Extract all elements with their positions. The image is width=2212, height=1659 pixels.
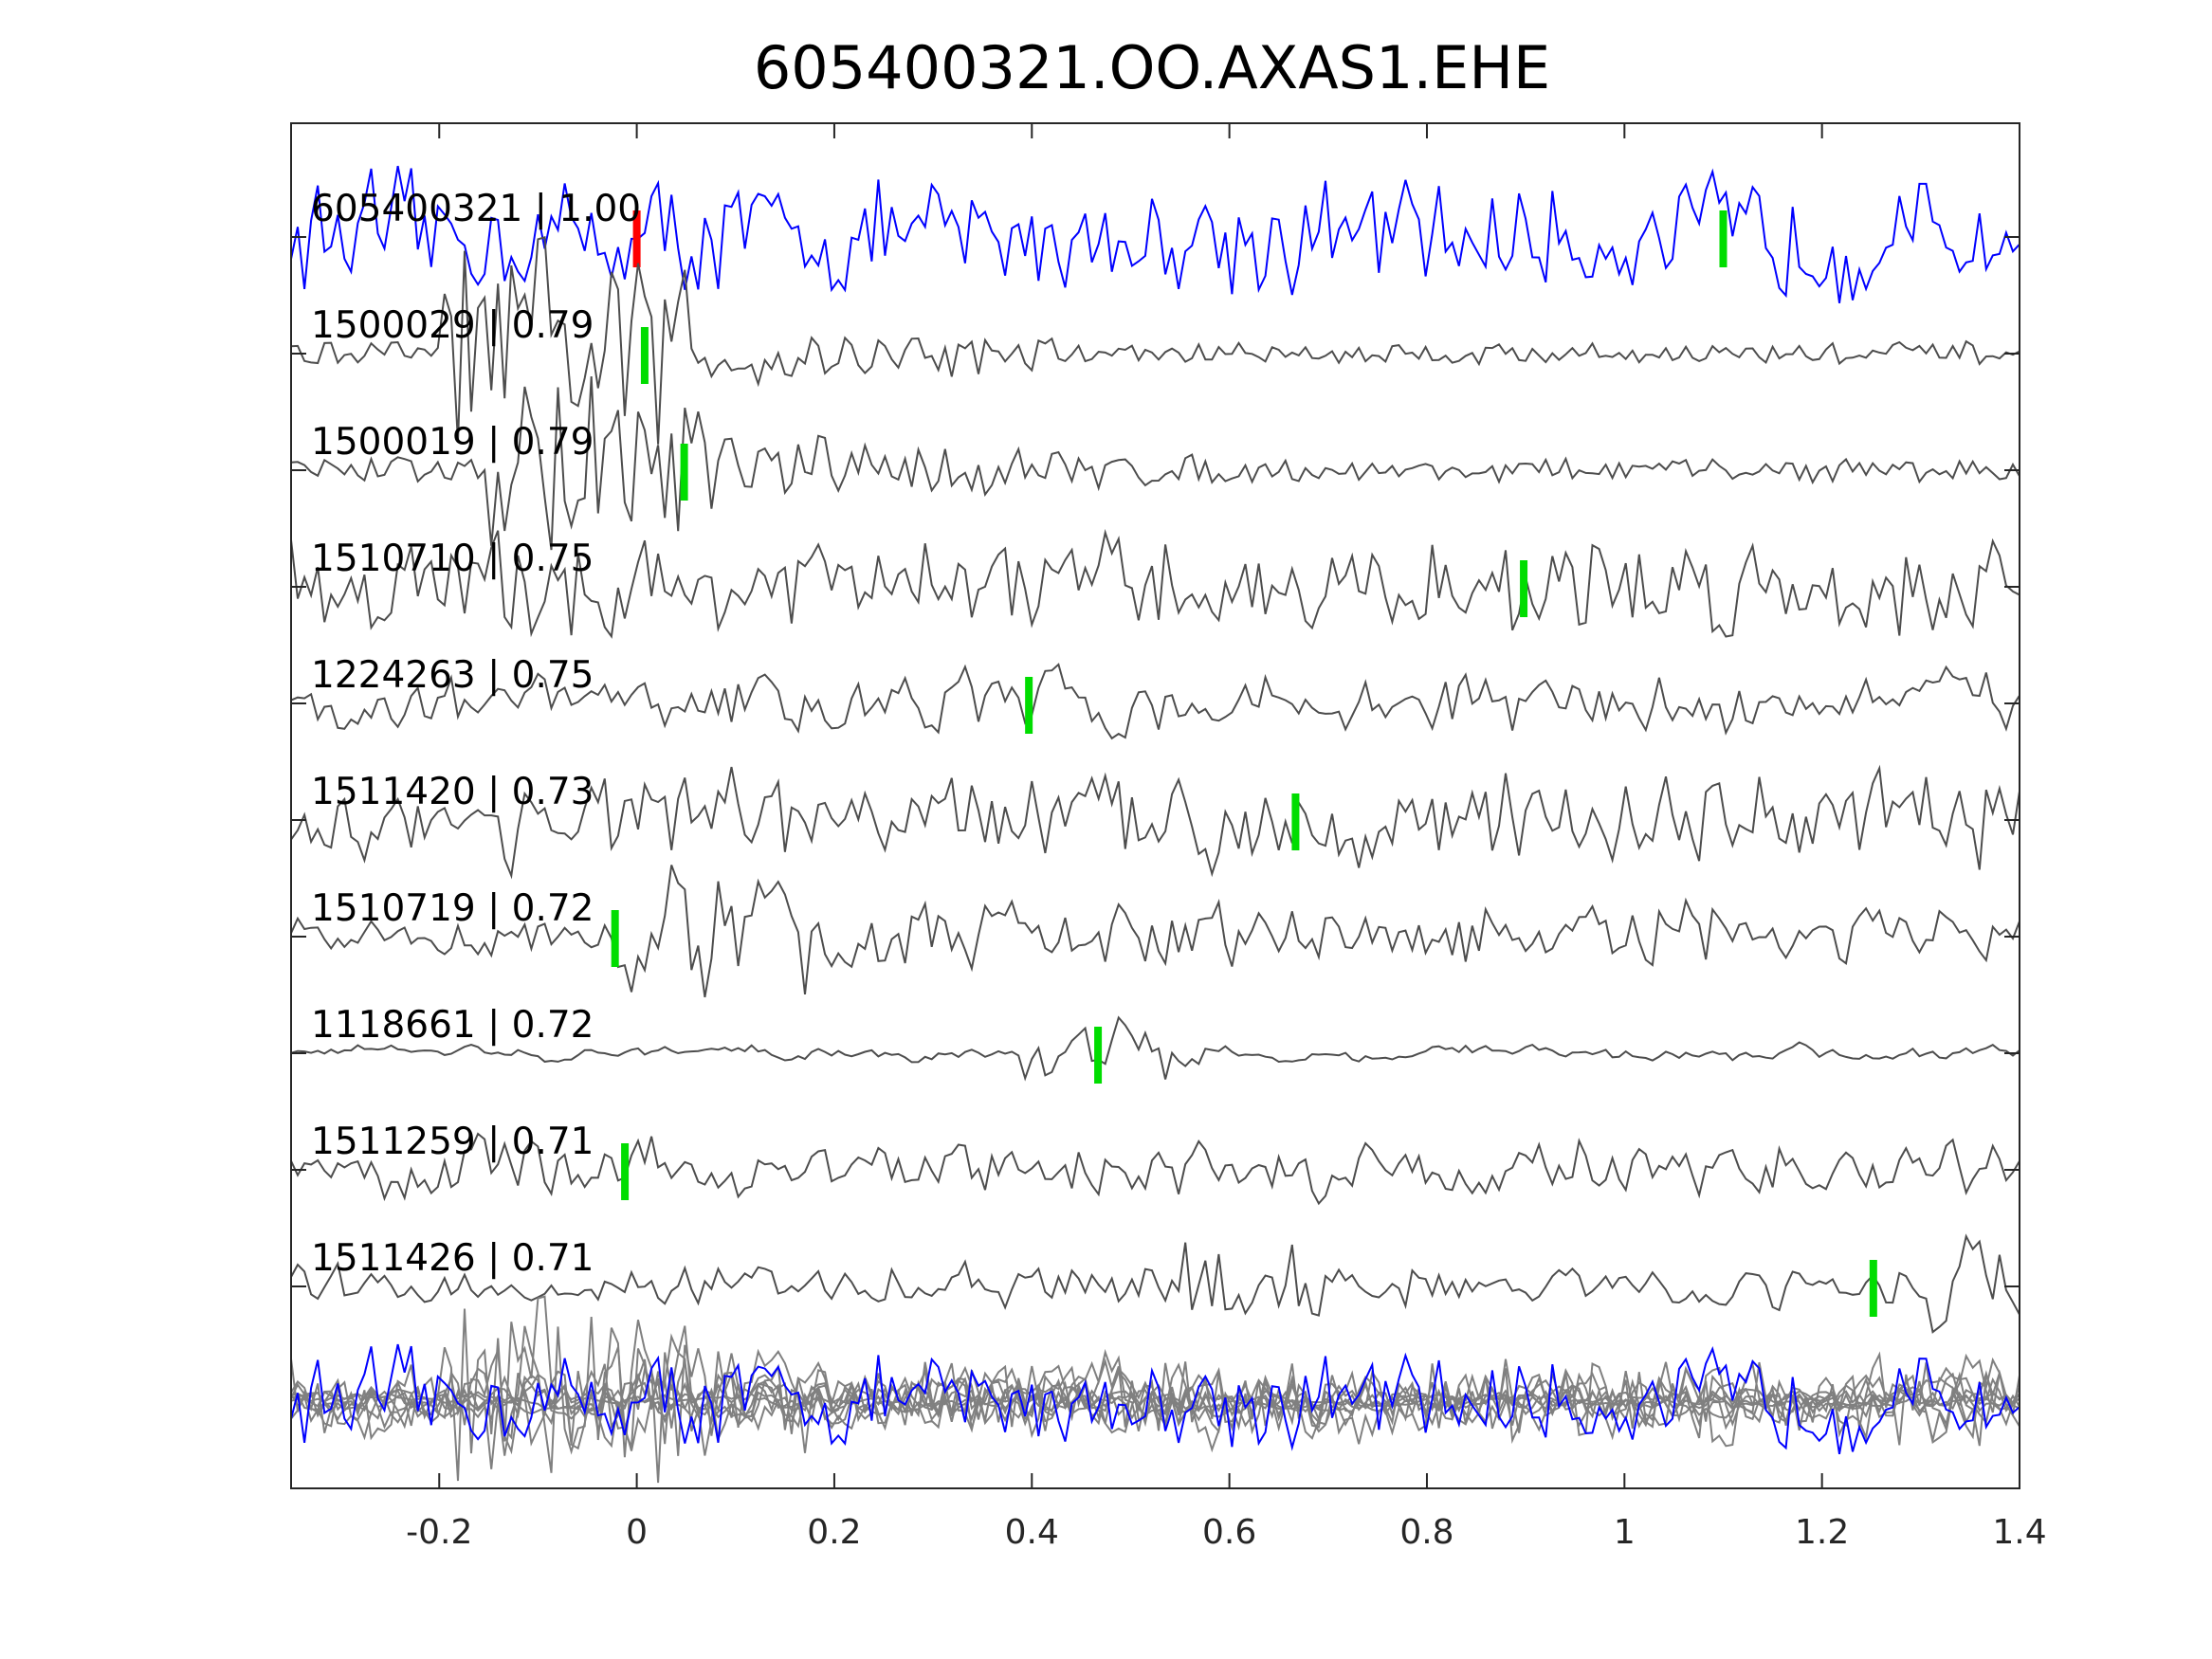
x-tick-label: 1 — [1614, 1513, 1636, 1552]
pick-marker — [1025, 677, 1033, 734]
trace-label: 1511420 | 0.73 — [311, 771, 594, 813]
traces-group — [290, 165, 2020, 1484]
pick-marker — [640, 327, 649, 384]
x-axis: -0.2 0 0.2 0.4 0.6 0.8 1 1.2 1.4 — [291, 123, 2047, 1552]
trace-label: 1511426 | 0.71 — [311, 1237, 594, 1280]
pick-marker — [1291, 793, 1300, 850]
trace-line — [290, 165, 2020, 303]
pick-marker — [632, 210, 641, 267]
pick-marker — [1869, 1260, 1877, 1317]
x-tick-label: -0.2 — [406, 1513, 472, 1552]
pick-marker — [621, 1143, 630, 1200]
trace-line — [290, 764, 2020, 880]
pick-marker — [1719, 210, 1728, 267]
trace-line — [290, 663, 2020, 740]
trace-label: 1118661 | 0.72 — [311, 1004, 594, 1047]
x-tick-label: 0.2 — [807, 1513, 861, 1552]
trace-line — [290, 528, 2020, 639]
trace-labels-group: 605400321 | 1.00 1500029 | 0.79 1500019 | … — [311, 188, 641, 1280]
stack-trace-line — [290, 1367, 2020, 1429]
x-tick-label: 1.2 — [1795, 1513, 1849, 1552]
pick-marker — [1094, 1027, 1103, 1084]
stack-template-line — [290, 1343, 2020, 1454]
trace-label: 1500029 | 0.79 — [311, 304, 594, 347]
chart-title: 605400321.OO.AXAS1.EHE — [754, 33, 1550, 102]
stack-trace-line — [290, 1353, 2020, 1444]
trace-line — [290, 865, 2020, 998]
trace-label: 605400321 | 1.00 — [311, 188, 641, 230]
pick-marker — [680, 444, 688, 501]
trace-label: 1510719 | 0.72 — [311, 887, 594, 930]
x-tick-label: 0.4 — [1005, 1513, 1059, 1552]
trace-label: 1224263 | 0.75 — [311, 654, 594, 697]
x-tick-label: 0 — [626, 1513, 648, 1552]
trace-line — [290, 1233, 2020, 1334]
trace-label: 1511259 | 0.71 — [311, 1121, 594, 1163]
pick-marker — [1520, 560, 1528, 617]
trace-label: 1500019 | 0.79 — [311, 421, 594, 464]
plot-frame — [290, 122, 2020, 1489]
trace-line — [290, 376, 2020, 551]
trace-label: 1510710 | 0.75 — [311, 538, 594, 580]
x-tick-label: 1.4 — [1992, 1513, 2046, 1552]
trace-line — [290, 235, 2020, 445]
pick-marker — [611, 910, 619, 967]
trace-line — [290, 1132, 2020, 1206]
x-tick-label: 0.8 — [1399, 1513, 1453, 1552]
trace-line — [290, 1015, 2020, 1082]
stack-trace-line — [290, 1348, 2020, 1449]
x-tick-label: 0.6 — [1202, 1513, 1256, 1552]
